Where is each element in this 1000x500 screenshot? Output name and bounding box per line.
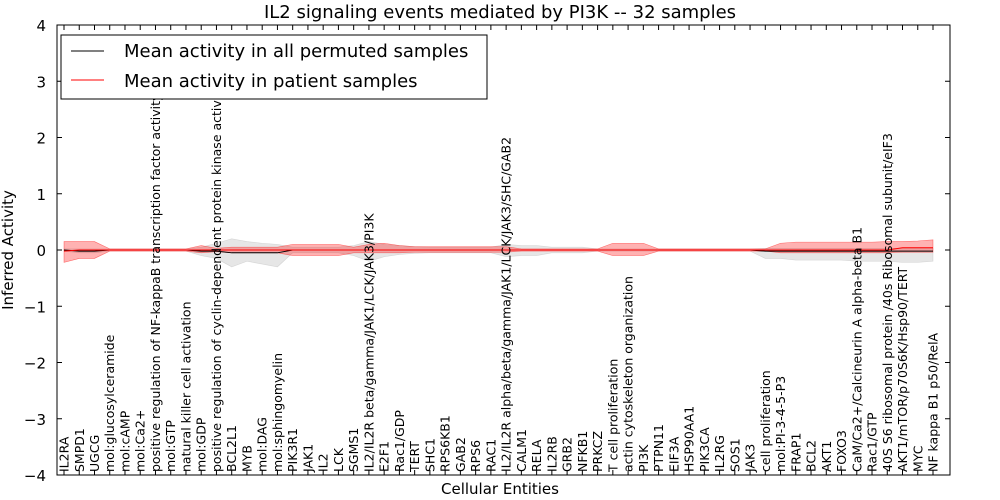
y-tick-label: 4 — [36, 17, 46, 35]
x-tick-label: SHC1 — [422, 438, 437, 472]
x-tick-label: PTPN11 — [651, 424, 666, 472]
x-tick-label: 40S S6 ribosomal protein /40s Ribosomal … — [880, 133, 895, 472]
x-tick-label: E2F1 — [377, 441, 392, 472]
band-permuted — [63, 238, 934, 268]
y-tick-label: −1 — [24, 298, 46, 316]
series-line-patient — [63, 247, 933, 252]
y-axis-label: Inferred Activity — [0, 190, 17, 310]
x-tick-label: HSP90AA1 — [682, 406, 697, 472]
x-tick-label: MYB — [239, 445, 254, 472]
x-tick-label: GAB2 — [453, 437, 468, 472]
legend: Mean activity in all permuted samples Me… — [60, 34, 488, 100]
x-tick-label: cell proliferation — [758, 370, 773, 472]
x-tick-label: Rac1/GTP — [865, 412, 880, 472]
x-tick-label: T cell proliferation — [605, 359, 620, 473]
y-tick-label: 1 — [36, 186, 46, 204]
x-tick-label: IL2RA — [57, 436, 72, 472]
x-tick-labels: IL2RA SMPD1 UGCG mol:glucosylceramide mol:cA… — [57, 84, 941, 473]
x-tick-label: CaM/Ca2+/Calcineurin A alpha-beta B1 — [849, 227, 864, 472]
x-tick-label: BCL2 — [804, 440, 819, 472]
x-tick-label: RELA — [529, 439, 544, 472]
x-tick-label: FOXO3 — [834, 430, 849, 472]
x-tick-label: IL2RG — [712, 435, 727, 472]
x-tick-label: PI3K — [636, 444, 651, 472]
x-tick-label: natural killer cell activation — [178, 301, 193, 472]
x-tick-label: CALM1 — [514, 429, 529, 472]
y-tick-label: −4 — [24, 467, 46, 485]
band-patient — [63, 239, 934, 263]
x-tick-label: UGCG — [87, 435, 102, 472]
y-tick-label: 2 — [36, 130, 46, 148]
y-axis: −4 −3 −2 −1 0 1 2 3 4 — [24, 17, 950, 485]
x-tick-label: IL2/IL2R alpha/beta/gamma/JAK1/LCK/JAK3/… — [499, 137, 514, 472]
x-tick-label: GRB2 — [560, 437, 575, 472]
x-tick-label: NF kappa B1 p50/RelA — [926, 332, 941, 472]
x-tick-label: SGMS1 — [346, 428, 361, 472]
x-tick-label: mol:GTP — [163, 420, 178, 472]
x-tick-label: PIK3R1 — [285, 428, 300, 472]
chart-title: IL2 signaling events mediated by PI3K --… — [264, 2, 736, 23]
x-tick-label: RAC1 — [483, 439, 498, 472]
x-tick-label: IL2 — [316, 453, 331, 472]
x-tick-label: RPS6KB1 — [438, 415, 453, 472]
x-tick-label: LCK — [331, 447, 346, 472]
x-tick-label: PIK3CA — [697, 427, 712, 472]
x-axis-ticks — [63, 25, 934, 475]
x-tick-label: PRKCZ — [590, 431, 605, 472]
legend-label-permuted: Mean activity in all permuted samples — [124, 41, 468, 62]
x-tick-label: positive regulation of cyclin-dependent … — [209, 84, 224, 472]
x-tick-label: mol:GDP — [194, 417, 209, 472]
x-tick-label: IL2/IL2R beta/gamma/JAK1/LCK/JAK3/PI3K — [361, 213, 376, 472]
x-tick-label: JAK3 — [743, 444, 758, 473]
x-tick-label: mol:PI-3-4-5-P3 — [773, 376, 788, 472]
x-tick-label: positive regulation of NF-kappaB transcr… — [148, 93, 163, 472]
x-tick-label: mol:glucosylceramide — [102, 334, 117, 472]
x-tick-label: TERT — [407, 441, 422, 473]
x-tick-label: MYC — [910, 445, 925, 472]
x-tick-label: mol:DAG — [255, 417, 270, 472]
legend-label-patient: Mean activity in patient samples — [124, 71, 418, 92]
x-tick-label: SMPD1 — [72, 428, 87, 472]
x-tick-label: JAK1 — [300, 444, 315, 473]
x-tick-label: RPS6 — [468, 440, 483, 472]
confidence-bands — [63, 238, 934, 268]
y-tick-label: −3 — [24, 411, 46, 429]
x-axis-label: Cellular Entities — [441, 480, 559, 498]
y-tick-label: 0 — [36, 242, 46, 260]
x-tick-label: AKT1 — [819, 441, 834, 472]
x-tick-label: mol:sphingomyelin — [270, 353, 285, 472]
x-tick-label: BCL2L1 — [224, 425, 239, 472]
series-lines — [63, 247, 933, 254]
x-tick-label: mol:Ca2+ — [133, 410, 148, 472]
x-tick-label: NFKB1 — [575, 431, 590, 472]
x-tick-label: AKT1/mTOR/p70S6K/Hsp90/TERT — [895, 266, 910, 472]
x-tick-label: mol:cAMP — [117, 410, 132, 472]
x-tick-label: actin cytoskeleton organization — [621, 276, 636, 472]
x-tick-label: IL2RB — [544, 436, 559, 472]
x-tick-label: SOS1 — [727, 438, 742, 472]
x-tick-label: FRAP1 — [788, 433, 803, 472]
y-tick-label: −2 — [24, 355, 46, 373]
y-tick-label: 3 — [36, 73, 46, 91]
legend-box — [60, 34, 488, 100]
x-tick-label: EIF3A — [666, 436, 681, 472]
x-tick-label: Rac1/GDP — [392, 410, 407, 472]
